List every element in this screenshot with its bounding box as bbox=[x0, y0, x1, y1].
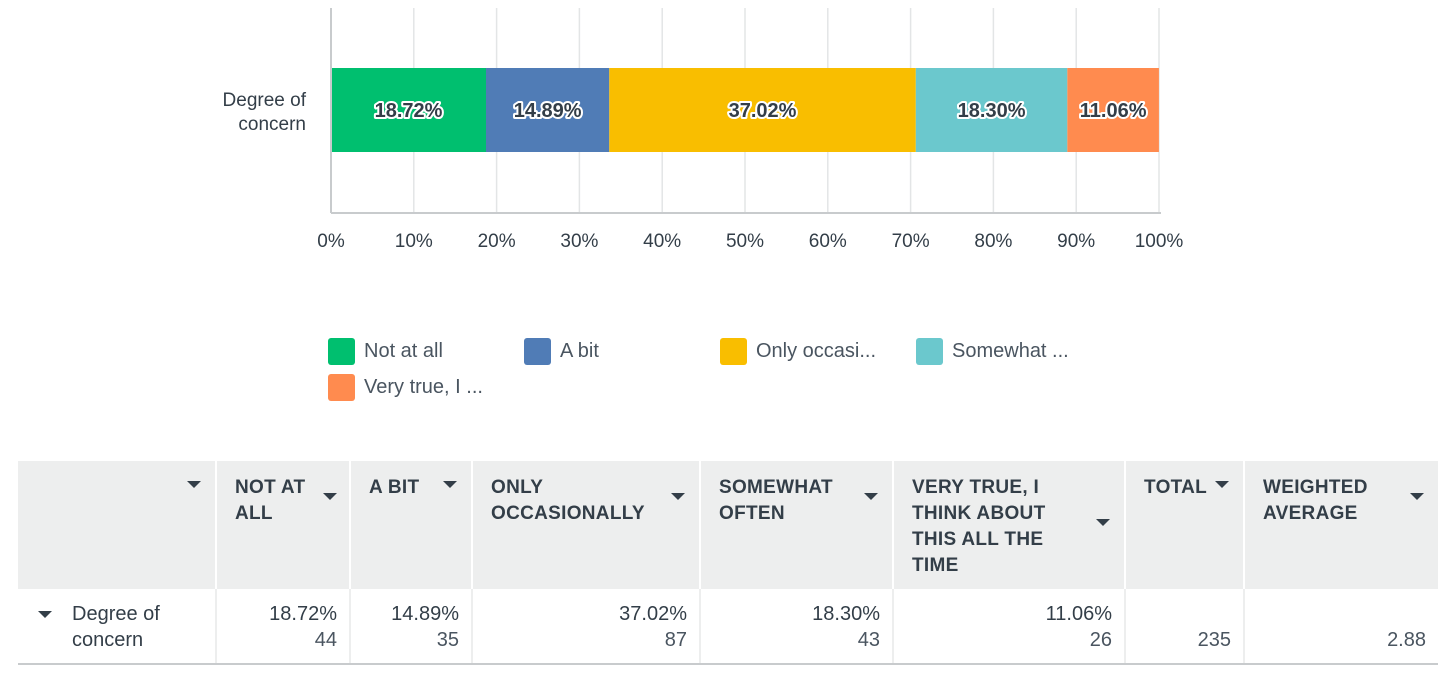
cell-count: 35 bbox=[436, 629, 459, 651]
sort-caret-icon[interactable] bbox=[671, 493, 685, 500]
column-header-weighted-average[interactable]: WEIGHTED AVERAGE bbox=[1243, 461, 1438, 589]
cell-percent: 18.30% bbox=[812, 603, 880, 625]
legend-swatch bbox=[916, 338, 943, 365]
bar-segment[interactable] bbox=[486, 68, 610, 152]
legend-item-only-occasionally[interactable]: Only occasi... bbox=[720, 338, 876, 365]
cell-percent: 14.89% bbox=[391, 603, 459, 625]
legend-item-very-true[interactable]: Very true, I ... bbox=[328, 374, 483, 401]
column-header-very-true[interactable]: VERY TRUE, I THINK ABOUT THIS ALL THE TI… bbox=[892, 461, 1125, 589]
cell-very-true: 11.06% 26 bbox=[892, 589, 1125, 665]
cell-percent bbox=[1144, 601, 1231, 627]
column-header-not-at-all[interactable]: NOT AT ALL bbox=[215, 461, 350, 589]
column-header-total[interactable]: TOTAL bbox=[1124, 461, 1244, 589]
legend-swatch bbox=[328, 374, 355, 401]
bar-segment[interactable] bbox=[915, 68, 1068, 152]
cell-only-occasionally: 37.02% 87 bbox=[471, 589, 700, 665]
sort-caret-icon[interactable] bbox=[1410, 493, 1424, 500]
cell-total: 235 bbox=[1124, 589, 1244, 665]
data-label: 18.72% bbox=[375, 100, 443, 122]
cell-percent: 37.02% bbox=[619, 603, 687, 625]
data-label: 11.06% bbox=[1080, 100, 1147, 122]
x-tick-label: 70% bbox=[892, 231, 930, 252]
legend-item-not-at-all[interactable]: Not at all bbox=[328, 338, 443, 365]
legend-item-somewhat-often[interactable]: Somewhat ... bbox=[916, 338, 1069, 365]
x-tick-label: 0% bbox=[317, 231, 345, 252]
x-tick-label: 80% bbox=[974, 231, 1012, 252]
row-label-cell[interactable]: Degree of concern bbox=[18, 589, 216, 665]
column-header-a-bit[interactable]: A BIT bbox=[349, 461, 472, 589]
cell-not-at-all: 18.72% 44 bbox=[215, 589, 350, 665]
x-tick-label: 20% bbox=[478, 231, 516, 252]
category-label: Degree of bbox=[223, 90, 307, 111]
table-row: Degree of concern 18.72% 44 14.89% 35 37… bbox=[18, 589, 1438, 665]
legend-label: Not at all bbox=[364, 340, 443, 362]
bar-segment[interactable] bbox=[331, 68, 487, 152]
bar-segment[interactable] bbox=[609, 68, 916, 152]
cell-percent: 11.06% bbox=[1045, 603, 1112, 625]
sort-caret-icon[interactable] bbox=[187, 481, 201, 488]
legend-swatch bbox=[720, 338, 747, 365]
column-header-only-occasionally[interactable]: ONLY OCCASIONALLY bbox=[471, 461, 700, 589]
sort-caret-icon[interactable] bbox=[864, 493, 878, 500]
cell-percent: 18.72% bbox=[269, 603, 337, 625]
cell-a-bit: 14.89% 35 bbox=[349, 589, 472, 665]
legend-label: Very true, I ... bbox=[364, 376, 483, 398]
sort-caret-icon[interactable] bbox=[1096, 519, 1110, 526]
x-tick-label: 30% bbox=[560, 231, 598, 252]
category-label: concern bbox=[238, 114, 306, 135]
cell-weighted-average: 2.88 bbox=[1243, 589, 1438, 665]
cell-count: 87 bbox=[664, 629, 687, 651]
x-tick-label: 60% bbox=[809, 231, 847, 252]
sort-caret-icon[interactable] bbox=[323, 493, 337, 500]
cell-count: 26 bbox=[1089, 629, 1112, 651]
x-tick-label: 40% bbox=[643, 231, 681, 252]
x-tick-label: 90% bbox=[1057, 231, 1095, 252]
column-header-somewhat-often[interactable]: SOMEWHAT OFTEN bbox=[699, 461, 893, 589]
cell-somewhat-often: 18.30% 43 bbox=[699, 589, 893, 665]
stacked-bar-chart: 18.72% 14.89% 37.02% 18.30% 11.06% 0% 10% 20% 3… bbox=[223, 8, 1184, 252]
legend-label: Only occasi... bbox=[756, 340, 877, 362]
bar-segment[interactable] bbox=[1067, 68, 1159, 152]
cell-count: 43 bbox=[857, 629, 880, 651]
cell-count: 235 bbox=[1197, 629, 1231, 651]
legend-item-a-bit[interactable]: A bit bbox=[524, 338, 599, 365]
data-label: 37.02% bbox=[729, 100, 797, 122]
cell-percent bbox=[1263, 601, 1426, 627]
row-label: Degree of concern bbox=[72, 603, 160, 651]
x-tick-label: 50% bbox=[726, 231, 764, 252]
cell-count: 2.88 bbox=[1387, 629, 1426, 651]
column-header-label[interactable] bbox=[18, 461, 216, 589]
x-tick-label: 100% bbox=[1135, 231, 1184, 252]
legend-label: A bit bbox=[560, 340, 599, 362]
sort-caret-icon[interactable] bbox=[1215, 481, 1229, 488]
legend-swatch bbox=[328, 338, 355, 365]
x-tick-label: 10% bbox=[395, 231, 433, 252]
sort-caret-icon[interactable] bbox=[443, 481, 457, 488]
data-label: 14.89% bbox=[514, 100, 582, 122]
table-header-row: NOT AT ALL A BIT ONLY OCCASIONALLY SOMEW… bbox=[18, 461, 1438, 589]
data-label: 18.30% bbox=[958, 100, 1026, 122]
legend-label: Somewhat ... bbox=[952, 340, 1069, 362]
results-table: NOT AT ALL A BIT ONLY OCCASIONALLY SOMEW… bbox=[18, 461, 1438, 665]
expand-caret-icon[interactable] bbox=[38, 611, 52, 618]
legend-swatch bbox=[524, 338, 551, 365]
cell-count: 44 bbox=[314, 629, 337, 651]
